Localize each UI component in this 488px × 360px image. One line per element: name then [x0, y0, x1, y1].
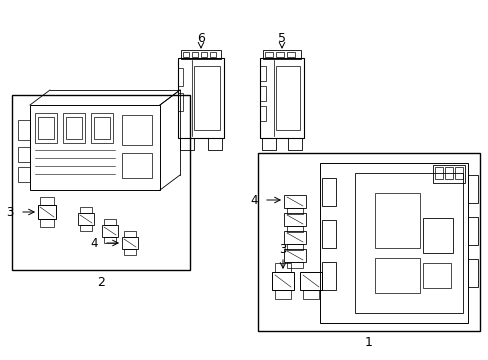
Bar [181, 50, 221, 59]
Bar [374, 193, 419, 248]
Bar [434, 167, 442, 179]
Bar [192, 52, 198, 57]
Text: 4: 4 [90, 237, 98, 249]
Bar [194, 66, 220, 130]
Bar [264, 52, 272, 57]
Bar [91, 113, 113, 143]
Bar [178, 93, 183, 111]
Bar [422, 263, 450, 288]
Bar [303, 290, 318, 299]
Text: 6: 6 [197, 32, 204, 45]
Bar [12, 95, 190, 270]
Bar [467, 259, 477, 287]
Bar [260, 86, 265, 101]
Bar [124, 249, 136, 255]
Bar [467, 175, 477, 203]
Text: 2: 2 [97, 275, 105, 288]
Bar [284, 249, 305, 262]
Bar [321, 178, 335, 206]
Bar [275, 66, 299, 130]
Bar [122, 153, 152, 178]
Bar [38, 117, 54, 139]
Bar [260, 58, 304, 138]
Bar [422, 218, 452, 253]
Text: 1: 1 [365, 337, 372, 350]
Bar [260, 66, 265, 81]
Bar [284, 195, 305, 208]
Bar [374, 258, 419, 293]
Text: 3: 3 [7, 206, 14, 219]
Bar [467, 217, 477, 245]
Bar [40, 197, 54, 205]
Bar [286, 244, 303, 250]
Bar [275, 52, 284, 57]
Bar [286, 262, 303, 268]
Bar [286, 52, 294, 57]
Bar [209, 52, 216, 57]
Bar [18, 147, 30, 162]
Bar [104, 237, 116, 243]
Bar [286, 226, 303, 232]
Bar [274, 263, 290, 272]
Text: 5: 5 [278, 32, 285, 45]
Bar [432, 165, 464, 183]
Bar [178, 58, 224, 138]
Bar [299, 272, 321, 290]
Bar [354, 173, 462, 313]
Bar [258, 153, 479, 331]
Bar [180, 138, 194, 150]
Bar [18, 167, 30, 182]
Bar [38, 205, 56, 219]
Text: 4: 4 [250, 194, 258, 207]
Bar [287, 138, 302, 150]
Text: 3: 3 [279, 243, 286, 256]
Bar [321, 220, 335, 248]
Bar [78, 213, 94, 225]
Bar [178, 68, 183, 86]
Bar [80, 207, 92, 213]
Bar [454, 167, 462, 179]
Bar [122, 115, 152, 145]
Bar [262, 138, 275, 150]
Bar [183, 52, 189, 57]
Bar [30, 105, 160, 190]
Bar [124, 231, 136, 237]
Bar [94, 117, 110, 139]
Bar [274, 290, 290, 299]
Bar [284, 213, 305, 226]
Bar [102, 225, 118, 237]
Bar [319, 163, 467, 323]
Bar [286, 208, 303, 214]
Bar [122, 237, 138, 249]
Bar [201, 52, 206, 57]
Bar [260, 106, 265, 121]
Bar [207, 138, 222, 150]
Bar [80, 225, 92, 231]
Bar [18, 120, 30, 140]
Bar [66, 117, 82, 139]
Bar [271, 272, 293, 290]
Bar [284, 231, 305, 244]
Bar [444, 167, 452, 179]
Bar [104, 219, 116, 225]
Bar [35, 113, 57, 143]
Bar [40, 219, 54, 227]
Bar [321, 262, 335, 290]
Bar [63, 113, 85, 143]
Bar [263, 50, 301, 59]
